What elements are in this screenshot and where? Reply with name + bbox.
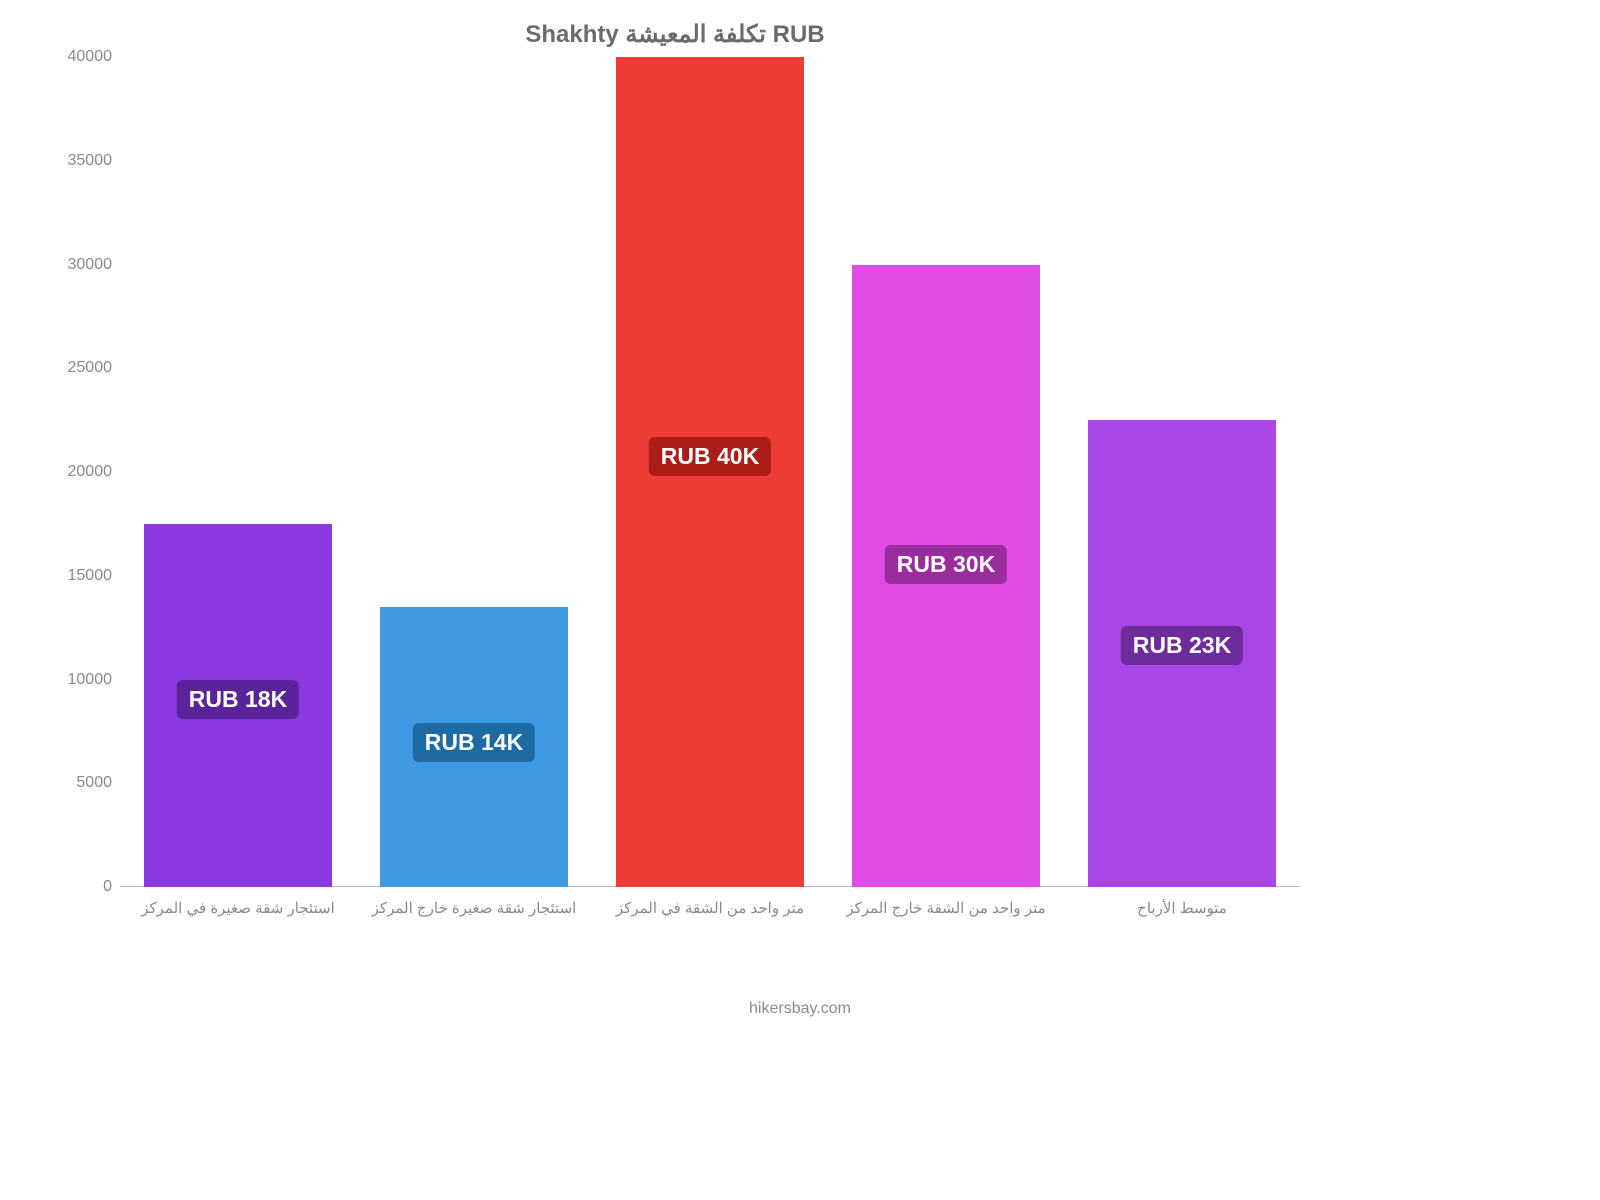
- y-tick: 40000: [68, 48, 113, 66]
- bar: RUB 18K: [144, 524, 333, 887]
- value-badge: RUB 14K: [413, 723, 535, 762]
- y-tick: 0: [103, 878, 112, 896]
- bar-slot: RUB 23K: [1064, 57, 1300, 887]
- bar-slot: RUB 30K: [828, 57, 1064, 887]
- bar: RUB 14K: [380, 607, 569, 887]
- bar: RUB 30K: [852, 265, 1041, 888]
- value-badge: RUB 23K: [1121, 626, 1243, 665]
- value-badge: RUB 30K: [885, 545, 1007, 584]
- x-label: متر واحد من الشقة خارج المركز: [828, 899, 1064, 917]
- bars-container: RUB 18K RUB 14K RUB 40K RUB 30K RUB 23K: [120, 57, 1300, 887]
- x-label: استئجار شقة صغيرة خارج المركز: [356, 899, 592, 917]
- x-label: استئجار شقة صغيرة في المركز: [120, 899, 356, 917]
- bar: RUB 40K: [616, 57, 805, 887]
- x-axis-labels: استئجار شقة صغيرة في المركزاستئجار شقة ص…: [120, 887, 1300, 917]
- plot-area: 0500010000150002000025000300003500040000…: [50, 57, 1300, 887]
- y-tick: 30000: [68, 256, 113, 274]
- y-tick: 35000: [68, 152, 113, 170]
- bar-slot: RUB 40K: [592, 57, 828, 887]
- cost-of-living-chart: Shakhty تكلفة المعيشة RUB 0 5000 10000 1500…: [50, 20, 1300, 980]
- y-tick: 10000: [68, 671, 113, 689]
- chart-footer: hikersbay.com: [0, 1000, 1600, 1018]
- value-badge: RUB 40K: [649, 437, 771, 476]
- y-axis: 0500010000150002000025000300003500040000: [50, 57, 120, 887]
- chart-title: Shakhty تكلفة المعيشة RUB: [50, 20, 1300, 49]
- value-badge: RUB 18K: [177, 680, 299, 719]
- y-tick: 20000: [68, 463, 113, 481]
- bar: RUB 23K: [1088, 420, 1277, 887]
- y-tick: 15000: [68, 567, 113, 585]
- y-tick: 25000: [68, 359, 113, 377]
- x-label: متوسط الأرباح: [1064, 899, 1300, 917]
- bar-slot: RUB 18K: [120, 57, 356, 887]
- x-label: متر واحد من الشقة في المركز: [592, 899, 828, 917]
- bar-slot: RUB 14K: [356, 57, 592, 887]
- y-tick: 5000: [76, 774, 112, 792]
